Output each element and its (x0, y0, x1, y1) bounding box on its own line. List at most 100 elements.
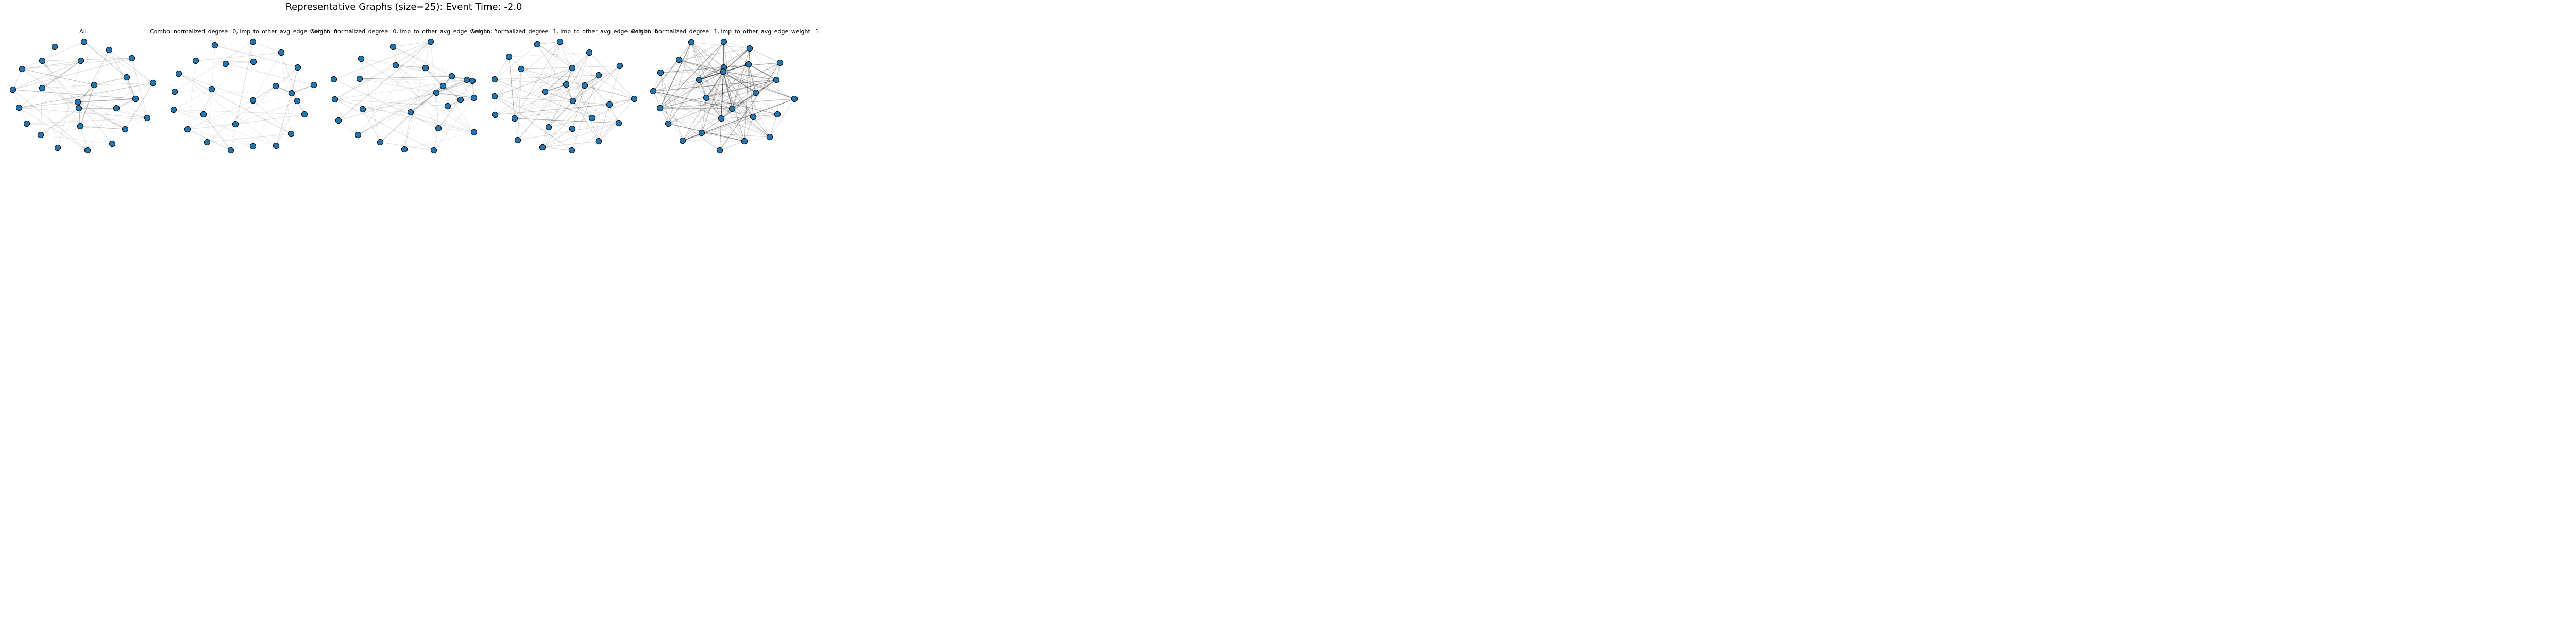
graph-edge (701, 71, 724, 133)
graph-edge (719, 62, 781, 151)
graph-edge (572, 65, 620, 101)
graph-edge (393, 46, 467, 80)
graph-edge (609, 98, 635, 105)
graph-edge (77, 101, 148, 118)
graph-edge (517, 41, 561, 141)
graph-edge (404, 41, 431, 150)
graph-node (563, 81, 570, 88)
graph-edge (537, 41, 561, 45)
graph-edge (436, 92, 439, 129)
graph-edge (732, 108, 745, 142)
graph-edge (668, 123, 745, 142)
graph-node (457, 96, 464, 104)
graph-edge (40, 108, 79, 135)
graph-edge (494, 79, 592, 118)
graph-node (773, 76, 780, 83)
graph-edge (291, 84, 314, 94)
graph-edge (699, 79, 702, 133)
graph-edge (334, 65, 396, 100)
graph-node (170, 106, 177, 113)
graph-edge (668, 79, 700, 124)
graph-edge (12, 60, 81, 90)
graph-node (9, 86, 16, 93)
graph-edge (358, 85, 444, 135)
graph-edge (719, 62, 781, 151)
graph-node (91, 81, 98, 89)
graph-edge (691, 42, 707, 98)
graph-edge (589, 52, 599, 142)
graph-node (278, 49, 285, 56)
graph-edge (660, 72, 745, 142)
graph-edge (235, 41, 253, 125)
graph-edge (495, 104, 610, 115)
graph-edge (78, 49, 110, 109)
graph-edge (748, 64, 754, 117)
graph-edge (548, 100, 573, 128)
graph-edge (584, 85, 592, 118)
graph-node (184, 126, 191, 133)
graph-edge (723, 62, 781, 68)
graph-edge (517, 68, 522, 141)
graph-edge (195, 52, 282, 61)
graph-edge (494, 96, 610, 105)
graph-edge (753, 114, 778, 117)
graph-edge (178, 73, 253, 101)
graph-node (222, 60, 229, 67)
graph-edge (560, 41, 619, 124)
graph-edge (12, 68, 23, 90)
graph-edge (19, 82, 154, 108)
graph-node (250, 58, 257, 65)
graph-edge (252, 41, 282, 53)
graph-edge (297, 67, 305, 115)
graph-edge (723, 67, 795, 99)
graph-edge-strong (126, 77, 136, 99)
graph-edge (572, 85, 585, 101)
graph-edge (699, 79, 756, 93)
graph-edge (660, 72, 669, 124)
graph-node (569, 64, 576, 72)
graph-edge (12, 89, 136, 99)
graph-edge (230, 41, 253, 151)
graph-edge (542, 65, 620, 148)
graph-edge (509, 44, 538, 57)
graph-edge-strong (572, 85, 585, 101)
graph-edge (521, 68, 619, 124)
graph-edge (598, 123, 619, 142)
graph-edge (203, 114, 253, 147)
graph-edge (560, 41, 599, 142)
graph-edge (659, 108, 778, 115)
graph-edge (659, 41, 724, 109)
graph-edge (94, 82, 154, 85)
graph-edge (691, 42, 724, 68)
graph-edge (706, 97, 733, 109)
graph-edge (125, 82, 154, 130)
graph-node (581, 82, 588, 89)
graph-node (84, 147, 91, 154)
graph-edge-strong (116, 98, 136, 109)
graph-node (356, 75, 363, 82)
graph-edge (691, 42, 750, 49)
graph-node (272, 82, 279, 90)
graph-edge (542, 84, 567, 148)
graph-edge (721, 71, 724, 119)
graph-edge (359, 78, 437, 93)
graph-node (752, 89, 759, 96)
graph-edge (744, 136, 770, 142)
graph-edge (572, 75, 599, 129)
graph-edge (653, 91, 754, 117)
graph-edge (42, 60, 126, 130)
graph-edge (393, 41, 431, 47)
graph-edge (699, 79, 733, 109)
graph-node (745, 61, 752, 68)
graph-edge (19, 107, 148, 118)
graph-edge (19, 107, 88, 151)
graph-edge (721, 118, 745, 142)
graph-node (718, 115, 725, 122)
graph-edge (235, 100, 298, 125)
graph-edge (668, 62, 781, 124)
graph-edge (203, 114, 231, 151)
graph-edge (22, 68, 95, 85)
graph-edge (214, 45, 298, 68)
graph-edge-strong (77, 98, 136, 102)
graph-edge (362, 109, 381, 143)
